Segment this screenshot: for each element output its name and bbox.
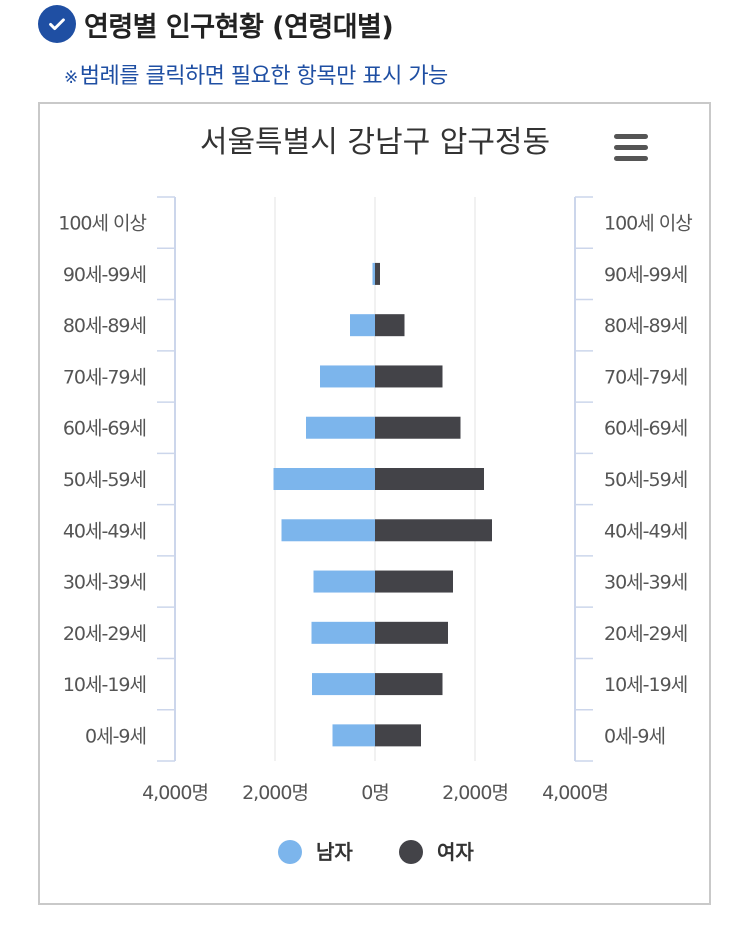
legend-hint: ※범례를 클릭하면 필요한 항목만 표시 가능 [64, 58, 448, 90]
x-tick-label: 0명 [361, 782, 389, 804]
category-label-right: 60세-69세 [604, 418, 687, 440]
category-label-right: 80세-89세 [604, 315, 687, 337]
legend-marker-male[interactable] [278, 840, 302, 864]
bar-male[interactable] [312, 673, 375, 696]
bar-male[interactable] [311, 621, 376, 644]
section-heading: 연령별 인구현황 (연령대별) [38, 4, 394, 44]
legend-marker-female[interactable] [399, 840, 423, 864]
legend-hint-text: 범례를 클릭하면 필요한 항목만 표시 가능 [79, 64, 449, 89]
x-tick-label: 4,000명 [542, 782, 608, 804]
category-label-right: 10세-19세 [604, 674, 687, 696]
chart-title: 서울특별시 강남구 압구정동 [200, 125, 550, 160]
bar-male[interactable] [332, 724, 376, 747]
hamburger-menu-icon[interactable] [614, 134, 648, 162]
category-label-left: 10세-19세 [63, 674, 146, 696]
category-label-right: 0세-9세 [604, 725, 665, 747]
bar-female[interactable] [375, 365, 443, 388]
bar-male[interactable] [320, 365, 375, 388]
category-label-right: 70세-79세 [604, 366, 687, 388]
category-label-right: 90세-99세 [604, 264, 687, 286]
category-label-left: 90세-99세 [63, 264, 146, 286]
bar-female[interactable] [375, 416, 461, 439]
bar-male[interactable] [281, 519, 376, 542]
legend-label-female[interactable]: 여자 [437, 840, 474, 864]
bar-female[interactable] [375, 519, 492, 542]
bar-male[interactable] [372, 262, 376, 285]
bar-male[interactable] [350, 314, 375, 337]
bar-female[interactable] [375, 673, 443, 696]
bar-female[interactable] [375, 621, 448, 644]
bar-male[interactable] [313, 570, 376, 593]
x-tick-label: 4,000명 [142, 782, 208, 804]
category-label-left: 50세-59세 [63, 469, 146, 491]
category-label-left: 60세-69세 [63, 418, 146, 440]
note-mark: ※ [64, 68, 78, 88]
category-label-right: 100세 이상 [604, 213, 692, 235]
category-label-left: 20세-29세 [63, 623, 146, 645]
check-circle-icon [38, 5, 76, 43]
category-label-left: 0세-9세 [85, 725, 146, 747]
x-tick-label: 2,000명 [442, 782, 508, 804]
category-label-right: 40세-49세 [604, 520, 687, 542]
x-tick-label: 2,000명 [242, 782, 308, 804]
bar-male[interactable] [306, 416, 375, 439]
bar-female[interactable] [375, 724, 421, 747]
category-label-left: 80세-89세 [63, 315, 146, 337]
category-label-right: 50세-59세 [604, 469, 687, 491]
bar-male[interactable] [273, 468, 376, 490]
legend-label-male[interactable]: 남자 [316, 840, 353, 864]
category-label-left: 40세-49세 [63, 520, 146, 542]
bar-female[interactable] [375, 468, 484, 490]
bar-female[interactable] [375, 570, 453, 593]
bar-female[interactable] [375, 262, 380, 285]
category-label-left: 70세-79세 [63, 366, 146, 388]
bar-female[interactable] [375, 314, 405, 337]
category-label-left: 100세 이상 [58, 213, 146, 235]
category-label-right: 30세-39세 [604, 572, 687, 594]
section-title: 연령별 인구현황 (연령대별) [84, 11, 394, 43]
category-label-left: 30세-39세 [63, 572, 146, 594]
category-label-right: 20세-29세 [604, 623, 687, 645]
